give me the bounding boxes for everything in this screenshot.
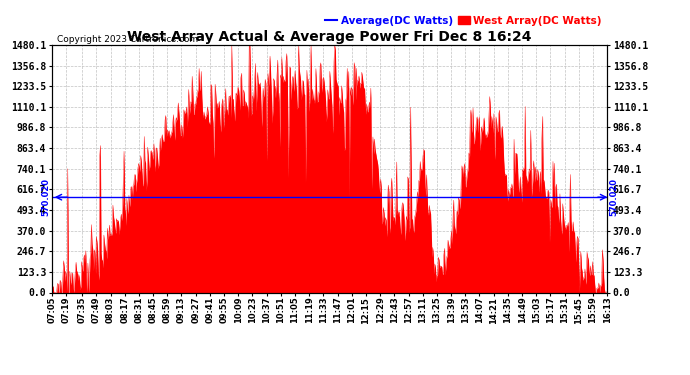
Text: 570.020: 570.020 [41, 178, 50, 216]
Text: Copyright 2023 Cartronics.com: Copyright 2023 Cartronics.com [57, 35, 199, 44]
Legend: Average(DC Watts), West Array(DC Watts): Average(DC Watts), West Array(DC Watts) [325, 15, 602, 26]
Title: West Array Actual & Average Power Fri Dec 8 16:24: West Array Actual & Average Power Fri De… [127, 30, 532, 44]
Text: 570.020: 570.020 [609, 178, 618, 216]
